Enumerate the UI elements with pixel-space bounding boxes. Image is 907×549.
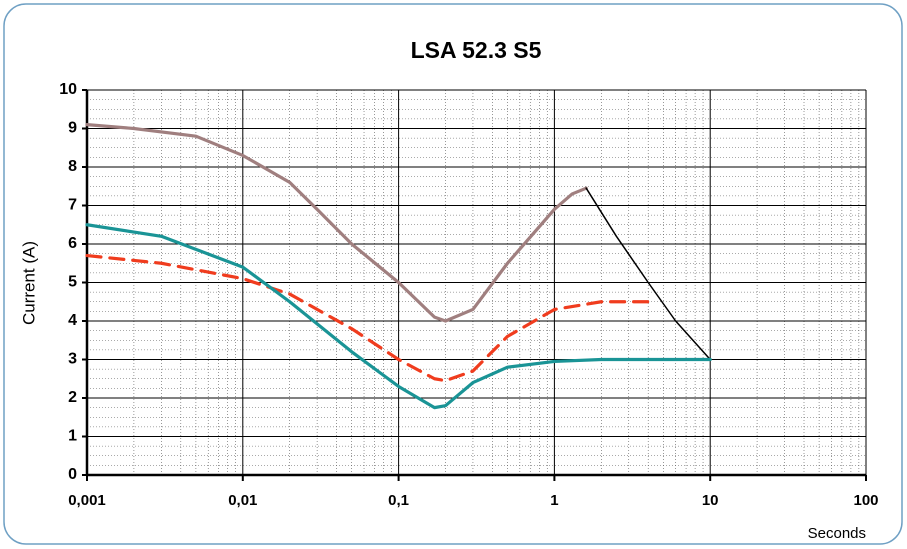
x-tick-label: 0,01 (228, 492, 257, 509)
series-line (85, 253, 658, 383)
x-tick-label: 100 (853, 492, 878, 509)
x-tick-label: 0,1 (388, 492, 409, 509)
y-tick-label: 4 (68, 312, 77, 329)
y-tick-label: 0 (68, 466, 77, 483)
x-axis-label: Seconds (808, 525, 866, 542)
y-tick-label: 5 (68, 274, 77, 291)
chart-title: LSA 52.3 S5 (411, 37, 542, 63)
y-tick-label: 7 (68, 197, 77, 214)
y-tick-label: 8 (68, 158, 77, 175)
y-tick-label: 2 (68, 389, 77, 406)
y-tick-label: 10 (59, 81, 77, 98)
y-tick-label: 9 (68, 120, 77, 137)
series-line (85, 123, 588, 323)
series-line (85, 223, 712, 410)
series-line (585, 187, 711, 361)
x-tick-label: 0,001 (68, 492, 106, 509)
x-tick-label: 1 (550, 492, 558, 509)
y-tick-label: 1 (68, 428, 77, 445)
x-tick-label: 10 (702, 492, 719, 509)
y-tick-label: 3 (68, 351, 77, 368)
y-axis-label: Current (A) (19, 241, 38, 325)
y-tick-label: 6 (68, 235, 77, 252)
